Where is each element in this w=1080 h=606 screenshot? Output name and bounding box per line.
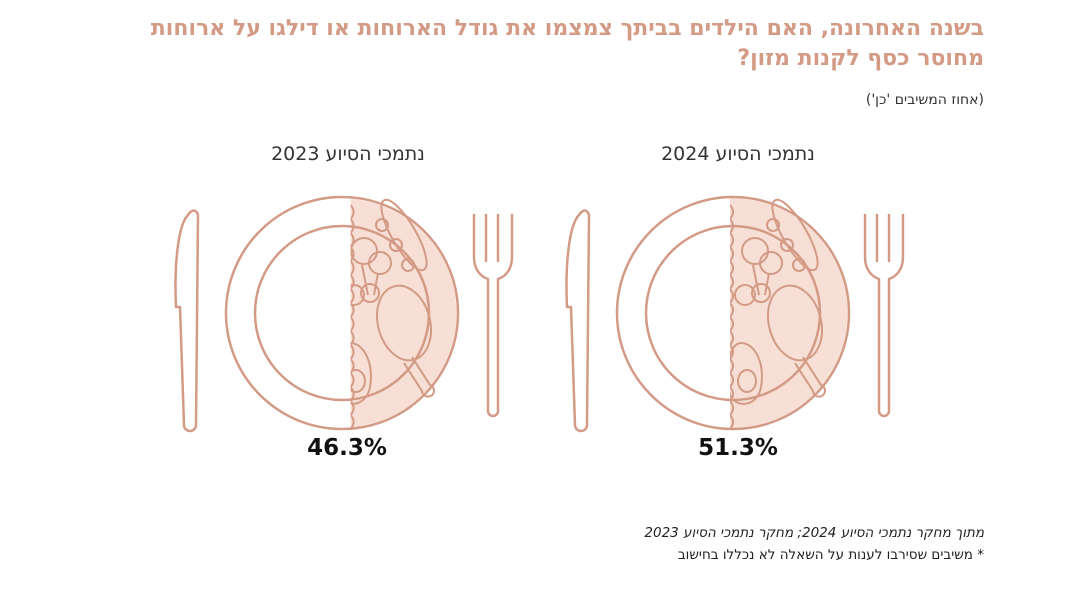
knife-icon <box>174 209 200 433</box>
chart-notes: מתוך מחקר נתמכי הסיוע 2024; מחקר נתמכי ה… <box>644 522 984 566</box>
plate-2024 <box>565 195 905 433</box>
peas-icon <box>380 198 428 272</box>
fork-icon <box>472 213 514 418</box>
food-illustration <box>350 198 435 430</box>
food-illustration <box>729 198 826 430</box>
footnote: * משיבים שסירבו לענות על השאלה לא נכללו … <box>677 547 984 563</box>
fork-icon <box>863 213 905 418</box>
broccoli-icon <box>350 237 378 265</box>
source-note: מתוך מחקר נתמכי הסיוע 2024; מחקר נתמכי ה… <box>644 525 984 541</box>
chart-title: בשנה האחרונה, האם הילדים בביתך צמצמו את … <box>150 16 984 71</box>
avocado-icon <box>350 342 372 405</box>
value-label-2024: 51.3% <box>698 435 778 461</box>
panel-title-2024: נתמכי הסיוע 2024 <box>661 143 815 165</box>
plate-2023 <box>174 195 514 433</box>
value-fill <box>729 198 848 428</box>
knife-icon <box>565 209 591 433</box>
chart-subtitle: (אחוז המשיבים 'כן') <box>865 92 984 108</box>
plate-outline <box>224 195 460 431</box>
value-label-2023: 46.3% <box>307 435 387 461</box>
avocado-icon <box>729 341 763 405</box>
plate-outline <box>615 195 851 431</box>
broccoli-icon <box>741 237 769 265</box>
peas-icon <box>771 198 819 272</box>
panel-title-2023: נתמכי הסיוע 2023 <box>271 143 425 165</box>
